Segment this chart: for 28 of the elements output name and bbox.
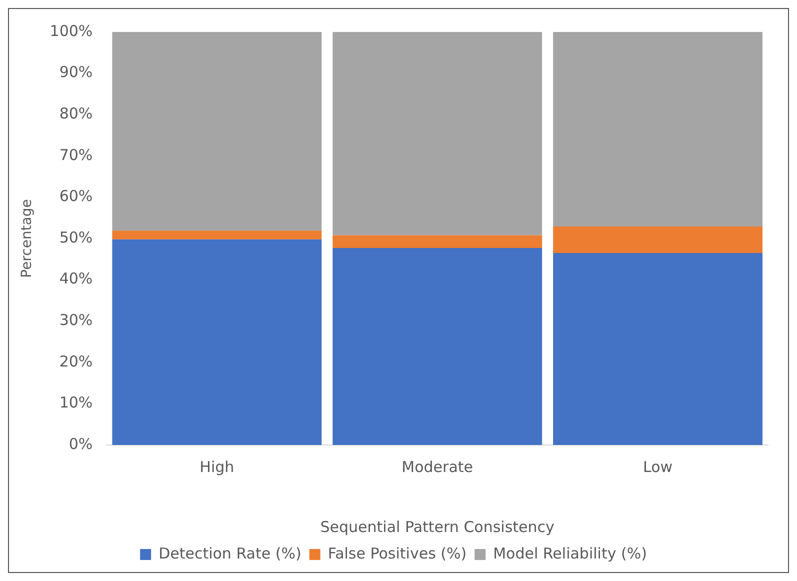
y-tick-label: 30% <box>59 310 93 329</box>
x-tick-label: Low <box>643 458 673 476</box>
y-tick-label: 0% <box>68 434 93 453</box>
bar <box>332 32 542 236</box>
legend-label: Model Reliability (%) <box>493 544 647 562</box>
y-tick-label: 100% <box>50 22 93 40</box>
y-tick-label: 10% <box>59 394 93 412</box>
bar <box>553 252 762 445</box>
y-tick-label: 40% <box>59 270 93 288</box>
x-axis-title: Sequential Pattern Consistency <box>320 518 555 536</box>
bar <box>112 230 322 240</box>
y-axis-title: Percentage <box>19 199 36 278</box>
bar <box>112 239 322 445</box>
bar <box>553 226 762 253</box>
legend-label: False Positives (%) <box>328 544 467 562</box>
y-tick-label: 20% <box>59 352 93 370</box>
y-tick-label: 70% <box>59 146 93 164</box>
bar <box>553 32 762 227</box>
x-tick-label: Moderate <box>402 458 474 476</box>
legend-label: Detection Rate (%) <box>158 544 302 562</box>
bar <box>112 32 322 231</box>
bar <box>332 235 542 248</box>
y-tick-label: 80% <box>59 104 93 122</box>
y-tick-label: 90% <box>59 63 93 82</box>
bar <box>332 248 542 445</box>
y-tick-label: 60% <box>59 187 93 206</box>
x-tick-label: High <box>200 458 234 476</box>
y-tick-label: 50% <box>59 228 93 246</box>
